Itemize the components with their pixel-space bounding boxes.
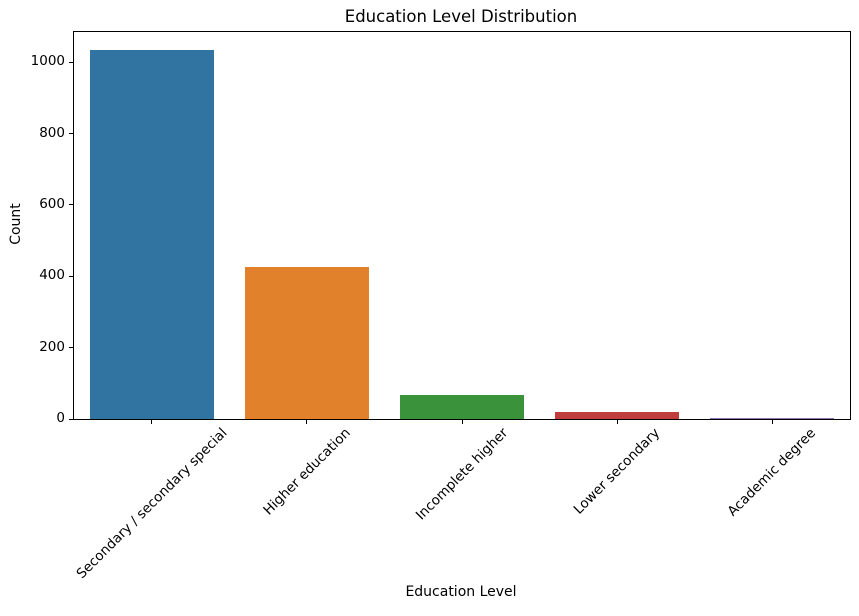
x-tick-mark xyxy=(616,420,618,424)
x-tick-mark xyxy=(151,420,153,424)
bar-academic-degree xyxy=(710,417,835,419)
x-axis-label: Education Level xyxy=(405,584,517,600)
y-tick-label: 400 xyxy=(39,267,65,284)
x-tick-mark xyxy=(461,420,463,424)
y-tick-label: 600 xyxy=(39,195,65,212)
y-tick-label: 800 xyxy=(39,124,65,141)
y-tick-mark xyxy=(69,418,73,420)
y-tick-label: 200 xyxy=(39,338,65,355)
x-tick-label-academic-degree: Academic degree xyxy=(724,425,820,520)
x-tick-label-secondary-secondary-special: Secondary / secondary special xyxy=(73,425,231,582)
bar-higher-education xyxy=(244,267,369,419)
y-tick-mark xyxy=(69,133,73,135)
chart-title: Education Level Distribution xyxy=(344,7,578,26)
y-tick-mark xyxy=(69,61,73,63)
x-tick-label-incomplete-higher: Incomplete higher xyxy=(412,424,512,524)
x-tick-label-lower-secondary: Lower secondary xyxy=(570,425,664,518)
x-tick-label-higher-education: Higher education xyxy=(260,424,354,519)
x-tick-mark xyxy=(771,420,773,424)
bar-incomplete-higher xyxy=(399,394,525,419)
y-tick-label: 1000 xyxy=(30,53,65,70)
y-tick-label: 0 xyxy=(56,410,65,426)
x-tick-mark xyxy=(306,420,308,424)
plot-area: Secondary / secondary special Higher educ… xyxy=(69,31,851,582)
y-tick-mark xyxy=(69,347,73,349)
y-tick-mark xyxy=(69,275,73,277)
bar-lower-secondary xyxy=(555,411,680,419)
bar-secondary-secondary-special xyxy=(89,50,214,419)
y-tick-mark xyxy=(69,204,73,206)
